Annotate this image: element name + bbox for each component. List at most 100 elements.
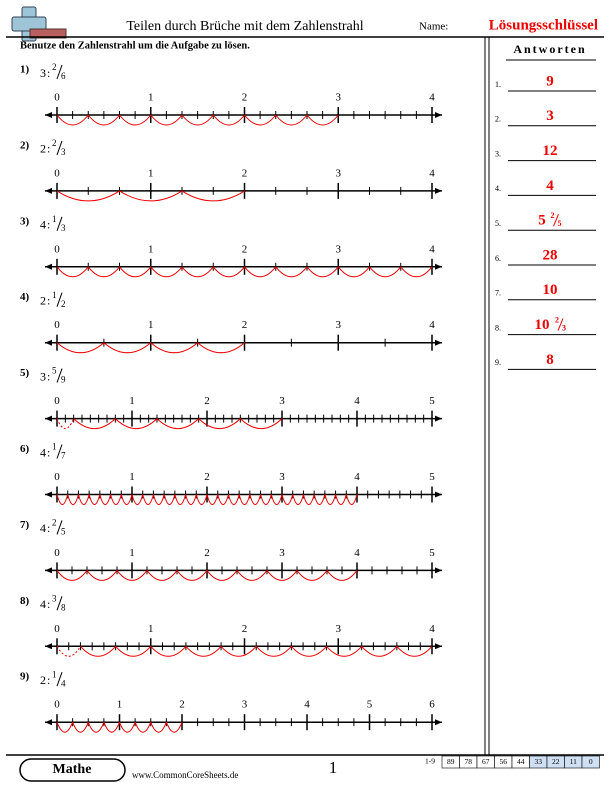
jump-arc xyxy=(238,494,251,505)
jump-arc xyxy=(87,722,105,733)
denominator: 2 xyxy=(61,299,66,309)
jump-arc xyxy=(142,494,154,505)
tick-label: 0 xyxy=(54,471,60,483)
jump-arc xyxy=(292,494,304,505)
tick-label: 1 xyxy=(129,547,135,559)
tick-label: 0 xyxy=(54,623,60,635)
score-range: 1-9 xyxy=(425,757,435,766)
answer-denominator: 3 xyxy=(562,323,566,332)
tick-label: 2 xyxy=(242,167,248,179)
jump-arc xyxy=(150,114,183,126)
tick-label: 1 xyxy=(129,471,135,483)
jump-arc xyxy=(236,570,268,581)
denominator: 6 xyxy=(61,71,66,81)
score: 56 xyxy=(500,757,508,766)
jump-arc xyxy=(185,494,197,505)
jump-arc xyxy=(361,645,398,657)
answer-number: 3. xyxy=(495,149,501,158)
tick-label: 5 xyxy=(429,395,435,407)
fraction-slash xyxy=(56,444,63,459)
answer-number: 1. xyxy=(495,80,501,89)
tick-label: 1 xyxy=(148,92,154,104)
answer-number: 4. xyxy=(495,184,501,193)
tick-label: 5 xyxy=(367,699,373,711)
score: 67 xyxy=(482,757,490,766)
jump-arc xyxy=(345,494,358,505)
jump-arc xyxy=(119,722,136,733)
problem-number: 9) xyxy=(20,671,30,683)
tick-label: 1 xyxy=(129,395,135,407)
jump-arc xyxy=(150,342,198,354)
jump-arc xyxy=(67,494,79,505)
jump-arc xyxy=(156,418,200,430)
answer: 9 xyxy=(546,73,554,89)
answer-numerator: 2 xyxy=(551,211,555,220)
jump-arc xyxy=(115,645,152,657)
jump-arc xyxy=(56,114,89,126)
tick-label: 4 xyxy=(354,547,360,559)
jump-arc xyxy=(152,494,165,505)
jump-arc xyxy=(396,645,433,657)
problem-number: 2) xyxy=(20,139,30,151)
jump-arc xyxy=(56,494,69,505)
jump-arc xyxy=(181,266,214,278)
operator: : xyxy=(47,66,50,80)
jump-arc xyxy=(181,114,214,126)
jump-arc xyxy=(270,494,283,505)
jump-arc xyxy=(212,266,245,278)
jump-arc xyxy=(296,570,328,581)
jump-arc xyxy=(150,722,167,733)
tick-label: 3 xyxy=(336,92,342,104)
denominator: 8 xyxy=(61,602,66,612)
tick-label: 0 xyxy=(54,167,60,179)
problem-number: 7) xyxy=(20,519,30,531)
tick-label: 2 xyxy=(204,395,210,407)
jump-arc xyxy=(290,645,327,657)
tick-label: 1 xyxy=(148,167,154,179)
jump-arc xyxy=(281,494,294,505)
jump-arc xyxy=(206,570,238,581)
logo xyxy=(11,6,67,42)
jump-arc xyxy=(120,494,133,505)
operator: : xyxy=(47,369,50,383)
fraction-slash xyxy=(56,140,63,156)
tick-label: 0 xyxy=(54,395,60,407)
jump-arc xyxy=(266,570,298,581)
tick-label: 2 xyxy=(242,319,248,331)
jump-arc xyxy=(174,494,187,505)
jump-arc xyxy=(87,266,120,278)
jump-arc xyxy=(119,114,152,126)
numerator: 2 xyxy=(52,138,57,148)
tick-label: 3 xyxy=(279,547,285,559)
jump-arc xyxy=(150,645,187,657)
tick-label: 3 xyxy=(279,395,285,407)
tick-label: 0 xyxy=(54,243,60,255)
answer-slash xyxy=(557,318,564,331)
jump-arc xyxy=(220,645,257,657)
fraction-slash xyxy=(56,368,63,383)
dividend: 2 xyxy=(40,142,46,156)
problem-number: 5) xyxy=(20,367,30,379)
answers-title: Antworten xyxy=(513,42,586,56)
answer: 10 xyxy=(535,317,550,333)
problem-number: 4) xyxy=(20,291,30,303)
fraction-slash xyxy=(56,64,63,80)
dividend: 4 xyxy=(40,521,46,535)
jump-arc xyxy=(400,266,433,278)
answer-key: Lösungsschlüssel xyxy=(489,17,598,33)
answer: 5 xyxy=(538,213,546,229)
jump-arc xyxy=(239,418,283,430)
score: 0 xyxy=(589,757,593,766)
dividend: 4 xyxy=(40,597,46,611)
remainder-arc xyxy=(56,646,81,657)
tick-label: 3 xyxy=(242,699,248,711)
jump-arc xyxy=(198,418,241,430)
score-cell xyxy=(581,755,600,769)
instructions: Benutze den Zahlenstrahl um die Aufgabe … xyxy=(20,40,250,51)
fraction-slash xyxy=(56,292,63,307)
jump-arc xyxy=(195,494,208,505)
tick-label: 4 xyxy=(429,623,435,635)
score: 22 xyxy=(552,757,560,766)
answer: 8 xyxy=(546,352,554,368)
dividend: 3 xyxy=(40,66,46,80)
